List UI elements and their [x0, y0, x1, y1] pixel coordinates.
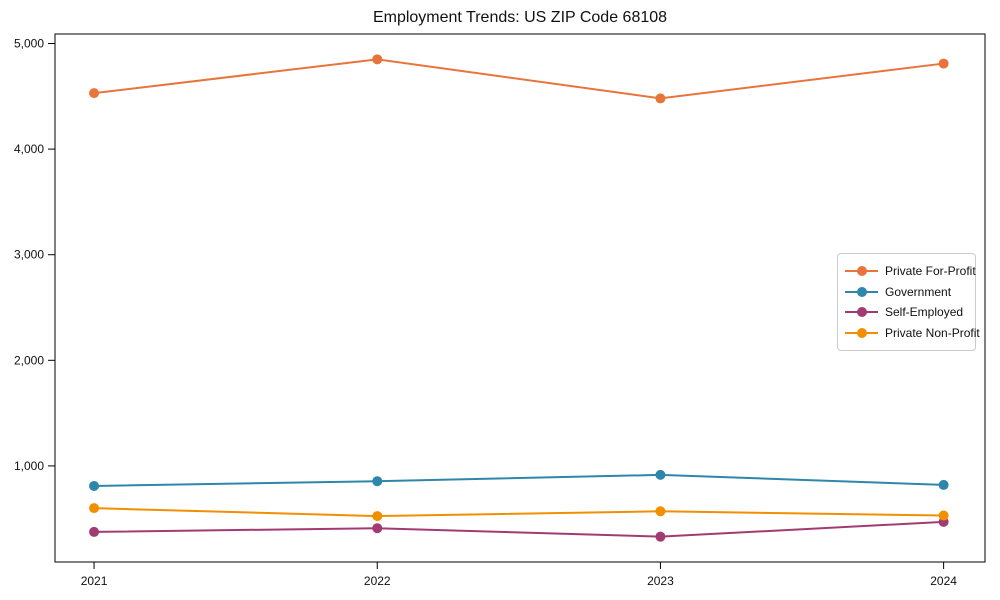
x-tick-label: 2021: [81, 574, 108, 588]
legend-marker-icon: [845, 327, 878, 339]
legend-item-label: Private Non-Profit: [885, 325, 980, 340]
data-point: [372, 523, 383, 534]
data-point: [89, 480, 100, 491]
legend-marker-icon: [845, 306, 878, 318]
y-tick-label: 1,000: [14, 459, 44, 473]
legend-item: Government: [845, 282, 967, 303]
data-point: [938, 58, 949, 69]
data-point: [372, 511, 383, 522]
data-point: [655, 469, 666, 480]
data-point: [655, 93, 666, 104]
data-point: [655, 531, 666, 542]
data-point: [655, 506, 666, 517]
data-point: [89, 88, 100, 99]
legend-marker-icon: [845, 286, 878, 298]
series-line: [94, 520, 944, 538]
x-tick-label: 2024: [930, 574, 957, 588]
chart-title: Employment Trends: US ZIP Code 68108: [372, 9, 668, 26]
data-point: [938, 510, 949, 521]
plot-border: [54, 33, 986, 563]
data-point: [89, 503, 100, 514]
legend-item-label: Private For-Profit: [885, 264, 976, 279]
legend: Private For-Profit Government Self-Employe…: [837, 253, 980, 351]
legend-marker-icon: [845, 265, 878, 277]
series-line: [94, 473, 944, 487]
legend-item: Private Non-Profit: [845, 323, 980, 344]
y-tick-label: 5,000: [14, 37, 44, 51]
y-tick-label: 3,000: [14, 248, 44, 262]
data-point: [372, 476, 383, 487]
legend-item-label: Government: [885, 284, 952, 299]
data-point: [938, 479, 949, 490]
y-tick-label: 4,000: [14, 142, 44, 156]
series-line: [94, 507, 944, 518]
legend-item: Private For-Profit: [845, 261, 976, 282]
x-tick-label: 2022: [364, 574, 391, 588]
x-tick-label: 2023: [647, 574, 674, 588]
y-tick-label: 2,000: [14, 353, 44, 367]
legend-item: Self-Employed: [845, 302, 967, 323]
series-line: [93, 58, 944, 100]
legend-item-label: Self-Employed: [885, 305, 964, 320]
data-point: [89, 526, 100, 537]
data-point: [372, 54, 383, 65]
